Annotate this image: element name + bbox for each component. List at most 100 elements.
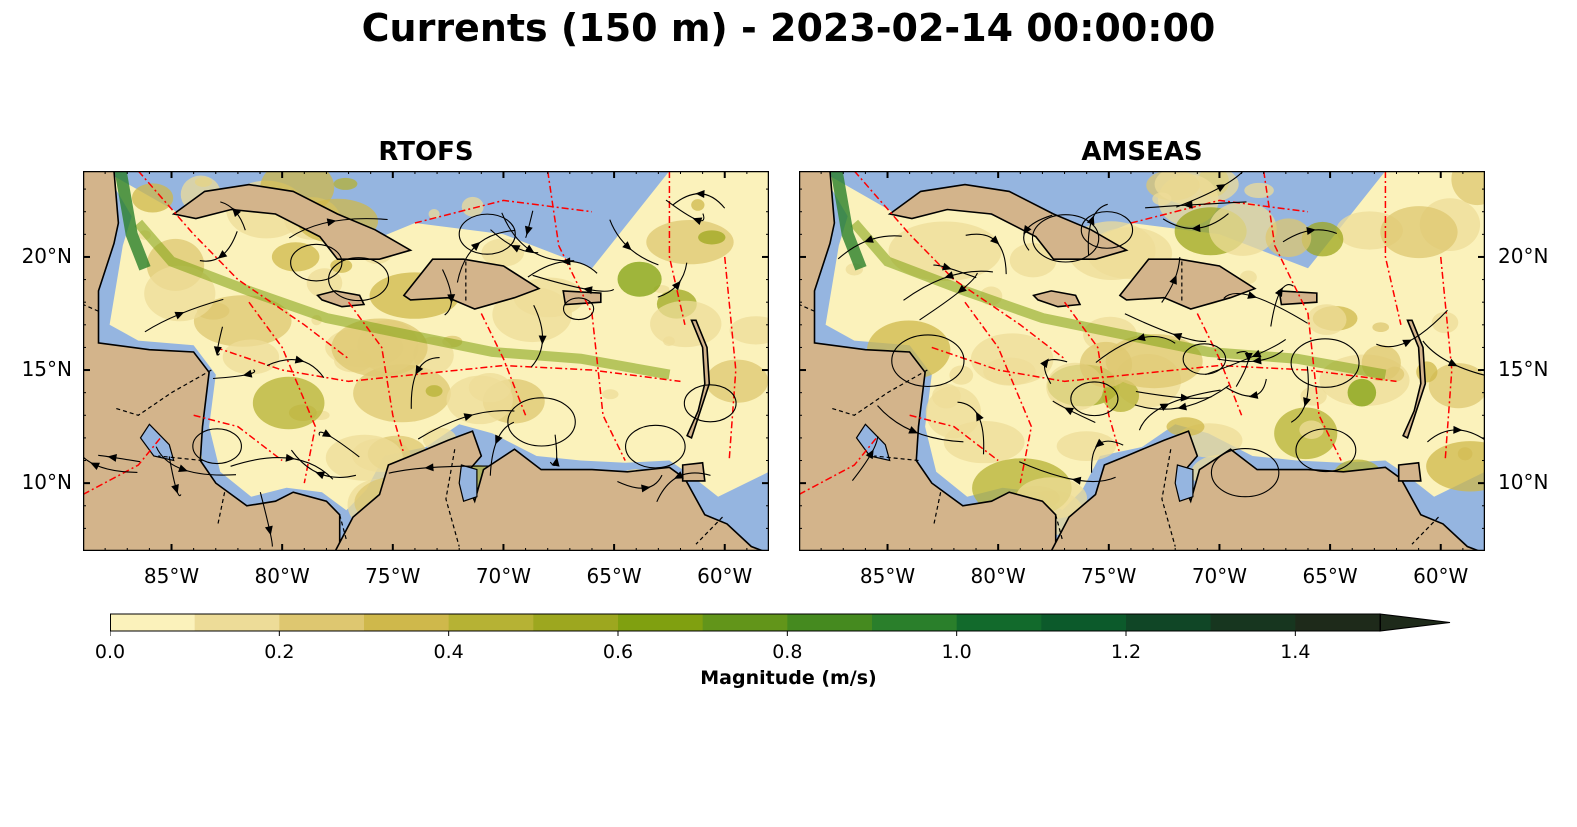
streamline-arrow xyxy=(463,413,474,421)
puerto-rico-island xyxy=(1278,290,1318,306)
colorbar-tick-label: 0.2 xyxy=(264,641,295,663)
colorbar-segment xyxy=(1126,614,1212,631)
magnitude-patch xyxy=(1239,270,1257,285)
magnitude-patch xyxy=(925,386,982,439)
colorbar-tick-label: 1.2 xyxy=(1110,641,1142,663)
streamline-arrow xyxy=(976,411,984,422)
streamline-arrow xyxy=(1248,391,1259,399)
colorbar-segment xyxy=(1295,614,1381,631)
streamline-arrow xyxy=(217,250,228,259)
country-border xyxy=(832,369,928,416)
streamline-arrow xyxy=(561,257,571,266)
country-border xyxy=(874,455,919,462)
longitude-tick-label: 80°W xyxy=(254,564,310,588)
eddy-streamline xyxy=(507,397,576,447)
magnitude-patch xyxy=(252,376,325,430)
latitude-tick-label-left: 15°N xyxy=(21,357,72,382)
streamline-arrow xyxy=(1071,476,1082,485)
streamline-arrow xyxy=(524,225,533,236)
streamline-arrow xyxy=(171,484,179,494)
streamline-arrow xyxy=(1453,425,1463,434)
colorbar xyxy=(110,613,1451,636)
yucatan-current xyxy=(114,171,151,271)
south-america-land xyxy=(1050,430,1485,551)
eddy-streamline xyxy=(192,428,242,465)
magnitude-patch xyxy=(1244,182,1274,199)
longitude-tick-label: 80°W xyxy=(970,564,1026,588)
streamline-arrow xyxy=(1159,403,1170,412)
caribbean-current-jet xyxy=(850,219,1387,380)
country-border xyxy=(83,303,99,312)
country-border xyxy=(799,303,815,312)
eez-boundary xyxy=(248,301,317,484)
streamline-arrow xyxy=(90,462,101,471)
streamline-arrow xyxy=(1252,356,1262,365)
longitude-tick-label: 75°W xyxy=(1081,564,1137,588)
streamline-arrow xyxy=(231,207,241,218)
streamline-arrow xyxy=(1216,184,1226,193)
longitude-tick-label: 85°W xyxy=(143,564,200,588)
magnitude-patch xyxy=(333,177,358,190)
streamline-arrow xyxy=(944,271,955,279)
magnitude-patch xyxy=(193,295,292,347)
streamline-arrow xyxy=(583,286,593,295)
longitude-tick-label: 65°W xyxy=(1302,564,1358,588)
colorbar-segment xyxy=(956,614,1042,631)
central-america-land xyxy=(799,171,1057,551)
eddy-streamline xyxy=(1080,211,1134,249)
longitude-tick-label: 75°W xyxy=(365,564,421,588)
country-border xyxy=(1411,516,1439,545)
eddy-streamline xyxy=(562,297,595,321)
colorbar-tick-label: 0.8 xyxy=(772,641,803,663)
country-border xyxy=(339,514,347,540)
colorbar-segment xyxy=(533,614,619,631)
country-border xyxy=(1161,449,1176,547)
streamline-arrow xyxy=(107,453,117,462)
magnitude-patch xyxy=(729,316,769,345)
magnitude-patch xyxy=(617,261,662,297)
streamline-arrow xyxy=(470,241,481,251)
eddy-streamline xyxy=(891,334,965,388)
cuba-island xyxy=(887,183,1129,260)
colorbar-tick-label: 1.4 xyxy=(1280,641,1311,663)
streamline-arrow xyxy=(321,429,332,438)
magnitude-patch xyxy=(1265,218,1312,258)
longitude-tick-label: 60°W xyxy=(697,564,753,588)
longitude-tick-label: 70°W xyxy=(475,564,532,588)
streamline-arrow xyxy=(242,369,253,378)
eddy-streamline xyxy=(290,243,343,282)
eddy-streamline xyxy=(1295,428,1357,473)
streamline-arrow xyxy=(424,463,434,472)
streamline-arrow xyxy=(695,190,705,199)
magnitude-patch xyxy=(1306,304,1347,336)
magnitude-patch xyxy=(1208,201,1277,256)
figure-title: Currents (150 m) - 2023-02-14 00:00:00 xyxy=(361,6,1216,50)
colorbar-label: Magnitude (m/s) xyxy=(700,667,877,689)
colorbar-outline xyxy=(110,613,1381,632)
magnitude-patch xyxy=(1428,363,1485,409)
hispaniola-island xyxy=(1118,258,1257,310)
streamline-arrow xyxy=(1247,291,1257,299)
colorbar-segment xyxy=(618,614,704,631)
country-border xyxy=(116,369,212,416)
colorbar-segment xyxy=(448,614,534,631)
colorbar-segment xyxy=(279,614,365,631)
colorbar-segment xyxy=(1210,614,1296,631)
eez-boundary xyxy=(853,171,1066,360)
streamline-arrow xyxy=(326,218,337,227)
streamline-arrow xyxy=(1023,224,1032,235)
magnitude-patch xyxy=(1426,441,1485,492)
eez-boundary xyxy=(1063,301,1121,454)
magnitude-patch xyxy=(1385,366,1405,382)
magnitude-patch xyxy=(222,339,280,375)
streamline-arrow xyxy=(942,262,952,271)
magnitude-patch xyxy=(601,389,619,400)
streamline-arrow xyxy=(510,245,521,253)
magnitude-patch xyxy=(461,196,484,217)
streamline-arrow xyxy=(315,471,326,480)
magnitude-patch xyxy=(1166,417,1205,437)
streamline-arrow xyxy=(692,217,703,226)
magnitude-patch xyxy=(271,242,320,272)
streamline-arrow xyxy=(264,525,273,536)
streamline-arrow xyxy=(671,280,681,291)
